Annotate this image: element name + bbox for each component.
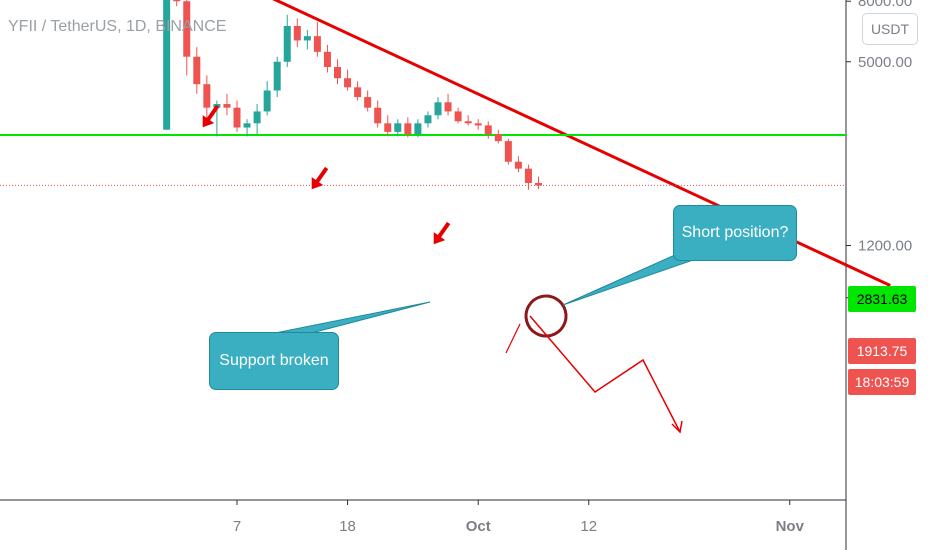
candle-body (514, 161, 522, 169)
candle-body (223, 104, 231, 108)
arrow-icon-3 (433, 221, 451, 245)
candle-body (535, 183, 542, 186)
candle-body (364, 97, 372, 108)
y-tick-label: 1200.00 (858, 238, 912, 255)
candle-body (293, 26, 301, 41)
candle-body (434, 102, 442, 116)
candle-body (313, 36, 321, 52)
candle-body (253, 111, 261, 124)
callout-support-broken[interactable]: Support broken (209, 332, 339, 390)
candle-body (484, 125, 492, 135)
candle-body (464, 121, 472, 124)
candle-body (454, 111, 462, 122)
candle-body (444, 102, 452, 112)
candle-body (404, 123, 412, 135)
candle-body (323, 51, 331, 68)
candle-body (283, 26, 291, 62)
projected-path[interactable] (529, 315, 681, 433)
x-tick-label: 7 (233, 518, 241, 535)
last-price-tag: 1913.75 (848, 338, 916, 364)
candle-body (183, 1, 191, 57)
support-price-tag: 2831.63 (848, 286, 916, 312)
bar-countdown-tag: 18:03:59 (848, 369, 916, 395)
candle-body (424, 115, 432, 124)
candle-body (504, 141, 512, 162)
candle-body (193, 56, 201, 85)
candle-body (474, 123, 482, 126)
arrow-icon-2 (311, 166, 329, 190)
small-projection-line (505, 323, 521, 354)
candle-body (233, 107, 241, 128)
candle-body (384, 123, 392, 132)
callout-short-position[interactable]: Short position? (673, 205, 797, 261)
candle-body (374, 107, 382, 124)
time-axis[interactable]: 7 18 Oct 12 Nov (233, 500, 805, 535)
candle-body (303, 36, 311, 41)
candle-body (173, 0, 181, 2)
candle-body (344, 78, 352, 88)
x-tick-label: 12 (580, 518, 597, 535)
x-tick-label: 18 (339, 518, 356, 535)
candle-body (394, 123, 402, 132)
candle-body (414, 123, 422, 135)
arrow-icon-1 (202, 104, 220, 128)
x-tick-label: Nov (776, 518, 805, 535)
candle-body (354, 87, 362, 98)
candle-body (524, 168, 532, 184)
candle-body (263, 90, 271, 112)
projected-path-arrowhead (671, 420, 683, 434)
breakout-circle[interactable] (522, 292, 571, 341)
candle-body (243, 123, 251, 128)
y-tick-label: 8000.00 (858, 0, 912, 10)
candle-body (163, 0, 171, 130)
candle-body (334, 67, 341, 79)
x-tick-label: Oct (466, 518, 491, 535)
y-tick-label: 5000.00 (858, 54, 912, 71)
currency-badge[interactable]: USDT (862, 13, 918, 45)
candle-body (203, 84, 211, 108)
candle-body (273, 61, 281, 91)
callout-support-pointer (259, 301, 431, 337)
candle-body (494, 134, 502, 142)
candle-series (163, 0, 542, 190)
symbol-title: YFII / TetherUS, 1D, BINANCE (8, 18, 227, 35)
